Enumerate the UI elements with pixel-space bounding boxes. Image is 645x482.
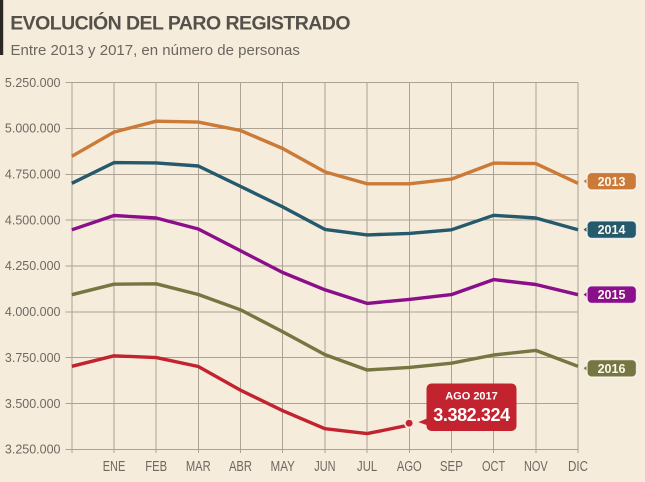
svg-text:SEP: SEP bbox=[440, 458, 463, 475]
svg-text:5.250.000: 5.250.000 bbox=[5, 76, 61, 90]
svg-text:4.250.000: 4.250.000 bbox=[5, 259, 61, 273]
svg-text:2016: 2016 bbox=[598, 362, 626, 376]
svg-text:4.750.000: 4.750.000 bbox=[5, 168, 61, 182]
svg-text:3.500.000: 3.500.000 bbox=[5, 397, 61, 411]
svg-text:Entre 2013 y 2017, en número d: Entre 2013 y 2017, en número de personas bbox=[11, 42, 300, 59]
svg-text:MAY: MAY bbox=[271, 458, 295, 475]
svg-text:ENE: ENE bbox=[103, 458, 126, 475]
svg-text:AGO 2017: AGO 2017 bbox=[445, 390, 498, 402]
svg-text:FEB: FEB bbox=[145, 458, 167, 475]
svg-text:3.382.324: 3.382.324 bbox=[433, 405, 510, 425]
svg-text:5.000.000: 5.000.000 bbox=[5, 122, 61, 136]
svg-text:4.500.000: 4.500.000 bbox=[5, 213, 61, 227]
svg-text:2014: 2014 bbox=[598, 223, 626, 237]
svg-text:ABR: ABR bbox=[229, 458, 252, 475]
svg-text:JUL: JUL bbox=[357, 458, 377, 475]
svg-text:JUN: JUN bbox=[314, 458, 335, 475]
svg-text:3.750.000: 3.750.000 bbox=[5, 351, 61, 365]
svg-text:OCT: OCT bbox=[482, 458, 505, 475]
svg-text:AGO: AGO bbox=[397, 458, 422, 475]
svg-text:DIC: DIC bbox=[568, 458, 588, 475]
svg-text:2013: 2013 bbox=[598, 175, 626, 189]
svg-text:MAR: MAR bbox=[186, 458, 211, 475]
svg-text:EVOLUCIÓN DEL PARO REGISTRADO: EVOLUCIÓN DEL PARO REGISTRADO bbox=[10, 10, 350, 34]
svg-text:NOV: NOV bbox=[524, 458, 548, 475]
svg-text:3.250.000: 3.250.000 bbox=[5, 443, 61, 457]
svg-text:4.000.000: 4.000.000 bbox=[5, 305, 61, 319]
svg-text:2015: 2015 bbox=[598, 288, 626, 302]
